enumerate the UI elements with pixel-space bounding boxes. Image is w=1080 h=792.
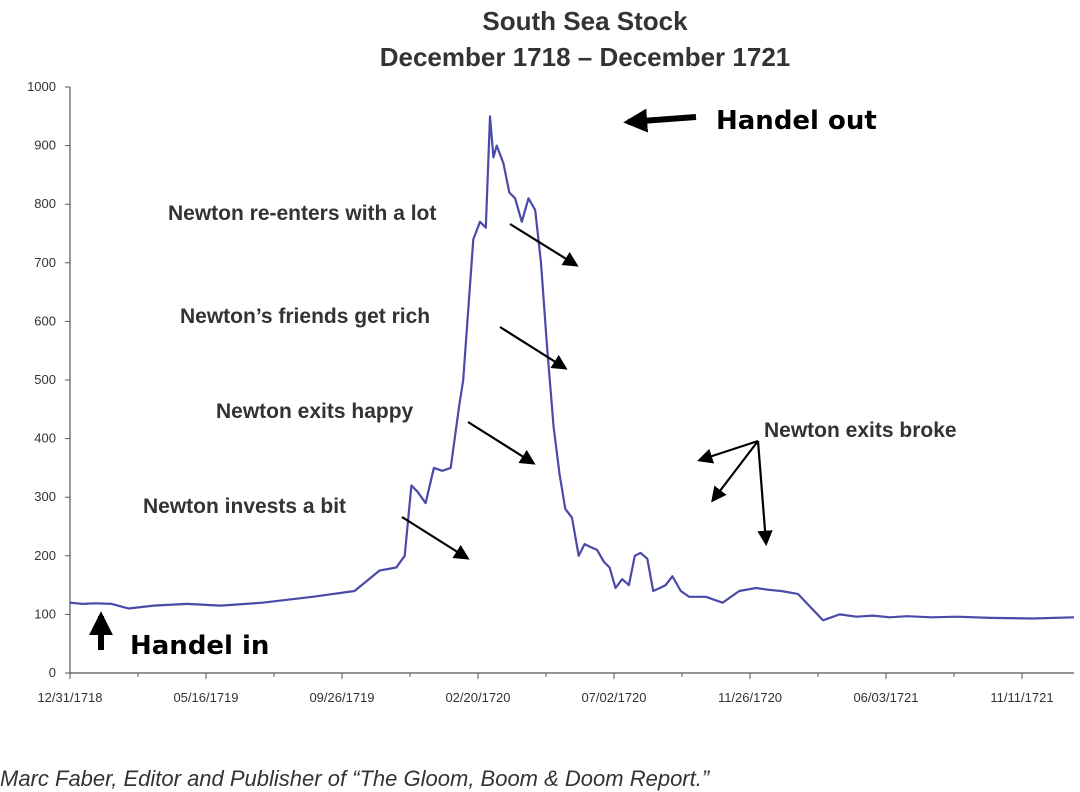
annotation-friends-get-rich: Newton’s friends get rich — [180, 305, 430, 328]
x-tick-label: 11/26/1720 — [718, 690, 782, 705]
y-tick-label: 200 — [34, 548, 56, 563]
annotation-exits-happy: Newton exits happy — [216, 400, 414, 423]
x-tick-label: 09/26/1719 — [309, 690, 374, 705]
x-tick-label: 12/31/1718 — [37, 690, 102, 705]
y-tick-label: 1000 — [27, 79, 56, 94]
handel-out-arrow — [623, 108, 697, 133]
annotation-handel-in: Handel in — [130, 631, 269, 661]
credit-line: Marc Faber, Editor and Publisher of “The… — [0, 766, 710, 791]
y-tick-label: 300 — [34, 489, 56, 504]
y-tick-label: 400 — [34, 431, 56, 446]
series — [69, 115, 1075, 622]
ticks: 0 100 200 300 400 500 600 700 800 900 1000 12/31/17… — [27, 79, 1053, 705]
series-line — [69, 115, 1075, 622]
chart-subtitle: December 1718 – December 1721 — [380, 42, 791, 72]
x-tick-label: 11/11/1721 — [990, 690, 1053, 705]
annotation-arrow — [499, 326, 568, 370]
annotation-invests-a-bit: Newton invests a bit — [143, 495, 346, 518]
x-tick-label: 02/20/1720 — [445, 690, 510, 705]
y-tick-label: 900 — [34, 138, 56, 153]
chart-title: South Sea Stock — [482, 6, 688, 36]
y-tick-label: 0 — [49, 665, 56, 680]
y-tick-label: 100 — [34, 606, 56, 621]
y-tick-label: 500 — [34, 372, 56, 387]
x-tick-label: 05/16/1719 — [173, 690, 238, 705]
x-tick-label: 06/03/1721 — [853, 690, 918, 705]
annotation-arrows — [89, 108, 773, 650]
y-tick-label: 700 — [34, 255, 56, 270]
y-tick-label: 800 — [34, 196, 56, 211]
annotation-exits-broke: Newton exits broke — [764, 419, 957, 442]
y-tick-label: 600 — [34, 313, 56, 328]
annotation-newton-re-enters: Newton re-enters with a lot — [168, 202, 436, 225]
annotation-handel-out: Handel out — [716, 106, 877, 136]
annotation-arrow — [697, 439, 759, 464]
annotation-arrow — [711, 440, 759, 503]
annotation-arrow — [756, 440, 773, 547]
axes — [69, 87, 1074, 674]
annotation-arrow — [401, 516, 470, 560]
annotation-arrow — [467, 421, 536, 465]
x-tick-label: 07/02/1720 — [581, 690, 646, 705]
annotation-arrow — [509, 223, 579, 267]
